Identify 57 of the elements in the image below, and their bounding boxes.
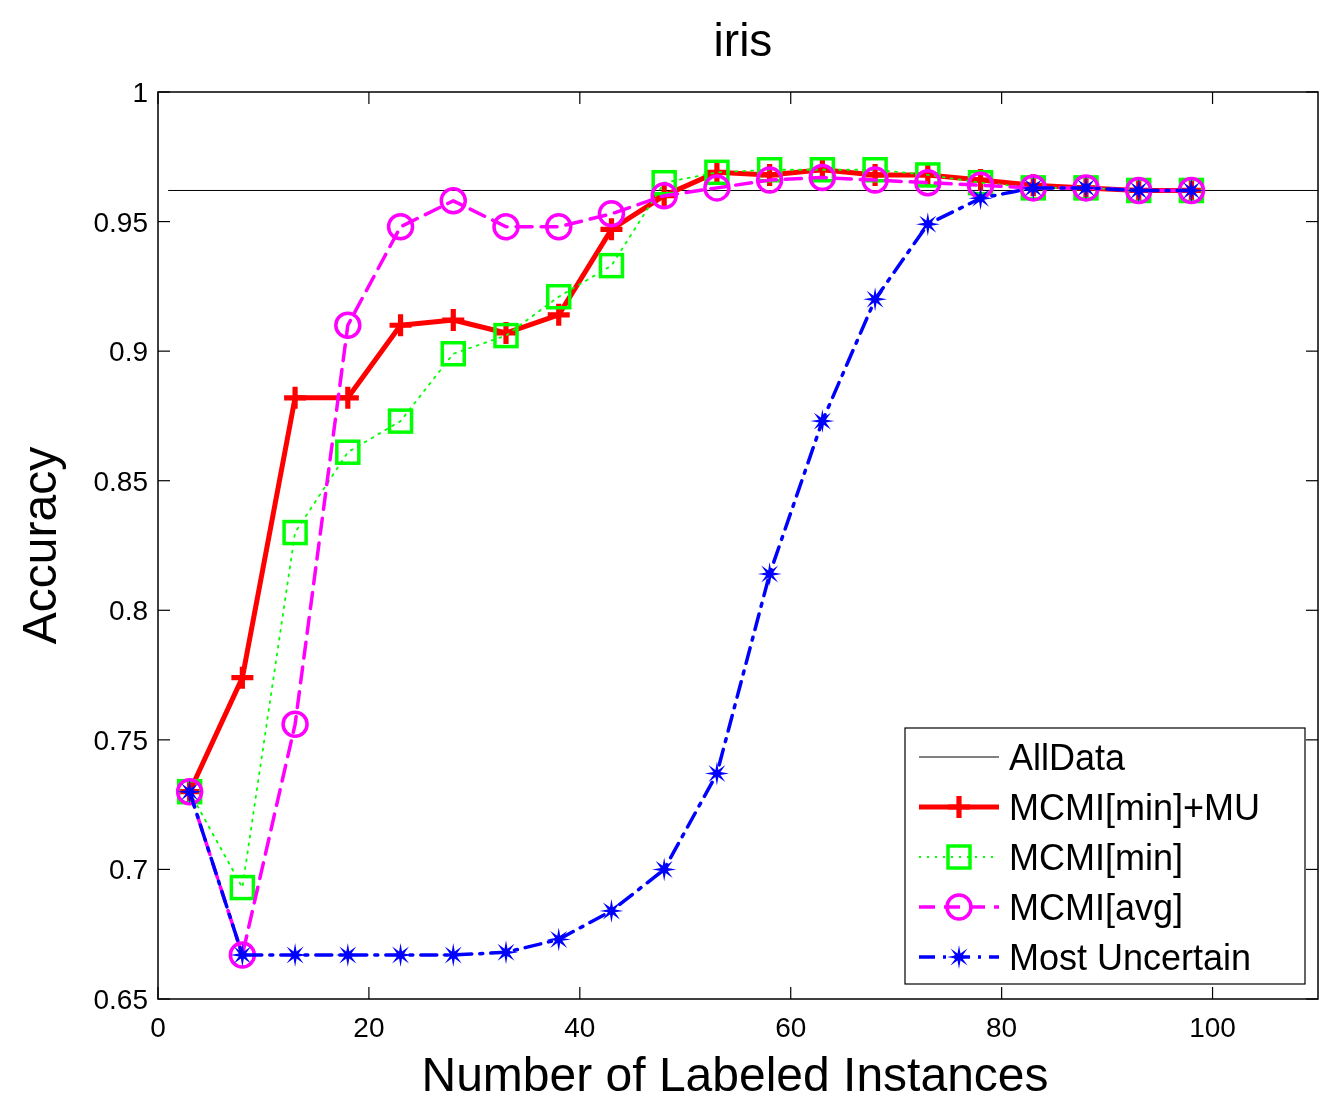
x-axis-title: Number of Labeled Instances	[421, 1048, 1049, 1101]
point	[545, 283, 572, 310]
x-tick-label: 40	[564, 1012, 596, 1043]
legend-label: MCMI[min]	[1009, 837, 1183, 878]
x-tick-label: 20	[353, 1012, 385, 1043]
legend-label: Most Uncertain	[1009, 937, 1252, 978]
point	[757, 562, 782, 587]
x-tick-label: 60	[775, 1012, 807, 1043]
chart-title: iris	[713, 14, 773, 66]
point	[915, 212, 940, 237]
point	[808, 163, 837, 192]
y-tick-label: 0.75	[93, 724, 148, 756]
point	[494, 940, 518, 965]
point	[440, 340, 467, 367]
point	[968, 186, 993, 211]
point	[439, 187, 468, 215]
point	[703, 174, 731, 202]
point	[386, 213, 415, 241]
point	[652, 857, 677, 882]
point	[231, 666, 254, 689]
y-tick-label: 1	[132, 77, 148, 108]
point	[389, 314, 412, 337]
x-tick-label: 100	[1189, 1012, 1236, 1043]
y-axis-title: Accuracy	[13, 446, 66, 645]
y-tick-label: 0.65	[93, 984, 148, 1015]
point	[335, 942, 360, 967]
point	[861, 166, 889, 194]
y-tick-label: 0.9	[109, 336, 148, 368]
point	[863, 287, 888, 312]
legend-label: AllData	[1009, 737, 1127, 778]
point	[281, 710, 309, 739]
point	[597, 200, 626, 228]
y-tick-label: 0.7	[109, 854, 148, 886]
point	[599, 898, 624, 923]
point	[755, 166, 784, 194]
point	[229, 874, 256, 901]
point	[914, 168, 942, 197]
point	[493, 322, 519, 349]
legend-label: MCMI[min]+MU	[1009, 787, 1260, 828]
y-tick-label: 0.8	[109, 595, 148, 627]
point	[284, 386, 307, 409]
point	[704, 761, 729, 786]
point	[810, 409, 835, 434]
point	[334, 311, 362, 339]
x-tick-label: 80	[986, 1012, 1018, 1043]
y-tick-label: 0.95	[93, 206, 148, 238]
point	[335, 439, 361, 465]
legend-label: MCMI[avg]	[1009, 887, 1184, 928]
point	[598, 252, 625, 279]
point	[442, 309, 465, 332]
point	[546, 927, 571, 952]
x-tick-label: 0	[150, 1012, 166, 1043]
point	[492, 213, 520, 241]
point	[544, 213, 573, 241]
point	[282, 519, 308, 546]
point	[387, 408, 414, 434]
y-tick-label: 0.85	[93, 465, 148, 497]
